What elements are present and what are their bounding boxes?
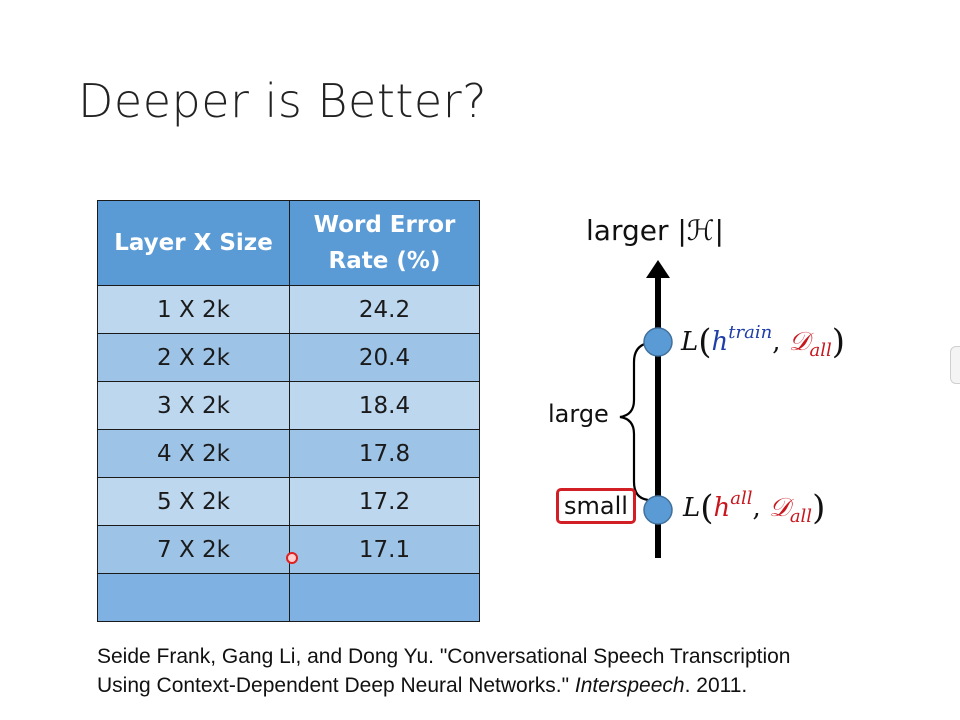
table-row: 5 X 2k 17.2 [97, 477, 480, 526]
side-panel-handle[interactable] [950, 346, 960, 384]
cell-layer: 2 X 2k [97, 333, 290, 382]
cell-wer: 17.2 [289, 477, 480, 526]
larger-hypothesis-label: larger |ℋ| [586, 214, 724, 247]
wer-table: Layer X Size Word Error Rate (%) 1 X 2k … [97, 200, 480, 622]
cell-layer: 7 X 2k [97, 525, 290, 574]
citation: Seide Frank, Gang Li, and Dong Yu. "Conv… [97, 642, 790, 700]
cell-layer [97, 573, 290, 622]
cell-layer: 1 X 2k [97, 285, 290, 334]
cell-wer: 17.1 [289, 525, 480, 574]
lower-loss-formula: L(hall, 𝒟all) [683, 488, 826, 528]
cell-layer: 5 X 2k [97, 477, 290, 526]
axis-arrow-icon [646, 260, 670, 278]
cell-wer [289, 573, 480, 622]
table-row: 3 X 2k 18.4 [97, 381, 480, 430]
slide-title: Deeper is Better? [78, 74, 488, 128]
table-row [97, 573, 480, 622]
citation-line-2: Using Context-Dependent Deep Neural Netw… [97, 674, 748, 697]
table-row: 1 X 2k 24.2 [97, 285, 480, 334]
pointer-cursor-icon [286, 552, 298, 564]
lower-point-marker [643, 495, 673, 525]
table-row: 2 X 2k 20.4 [97, 333, 480, 382]
curly-brace-icon [619, 341, 649, 502]
gap-large-label: large [548, 400, 609, 428]
cell-wer: 17.8 [289, 429, 480, 478]
cell-layer: 4 X 2k [97, 429, 290, 478]
small-highlight-box: small [556, 488, 636, 524]
table-row: 7 X 2k 17.1 [97, 525, 480, 574]
header-word-error-rate: Word Error Rate (%) [289, 200, 480, 286]
table-header-row: Layer X Size Word Error Rate (%) [97, 200, 480, 286]
cell-layer: 3 X 2k [97, 381, 290, 430]
cell-wer: 24.2 [289, 285, 480, 334]
header-layer-size: Layer X Size [97, 200, 290, 286]
table-row: 4 X 2k 17.8 [97, 429, 480, 478]
cell-wer: 18.4 [289, 381, 480, 430]
upper-loss-formula: L(htrain, 𝒟all) [681, 322, 845, 362]
small-label: small [564, 492, 628, 520]
citation-line-1: Seide Frank, Gang Li, and Dong Yu. "Conv… [97, 645, 791, 668]
upper-point-marker [643, 327, 673, 357]
cell-wer: 20.4 [289, 333, 480, 382]
